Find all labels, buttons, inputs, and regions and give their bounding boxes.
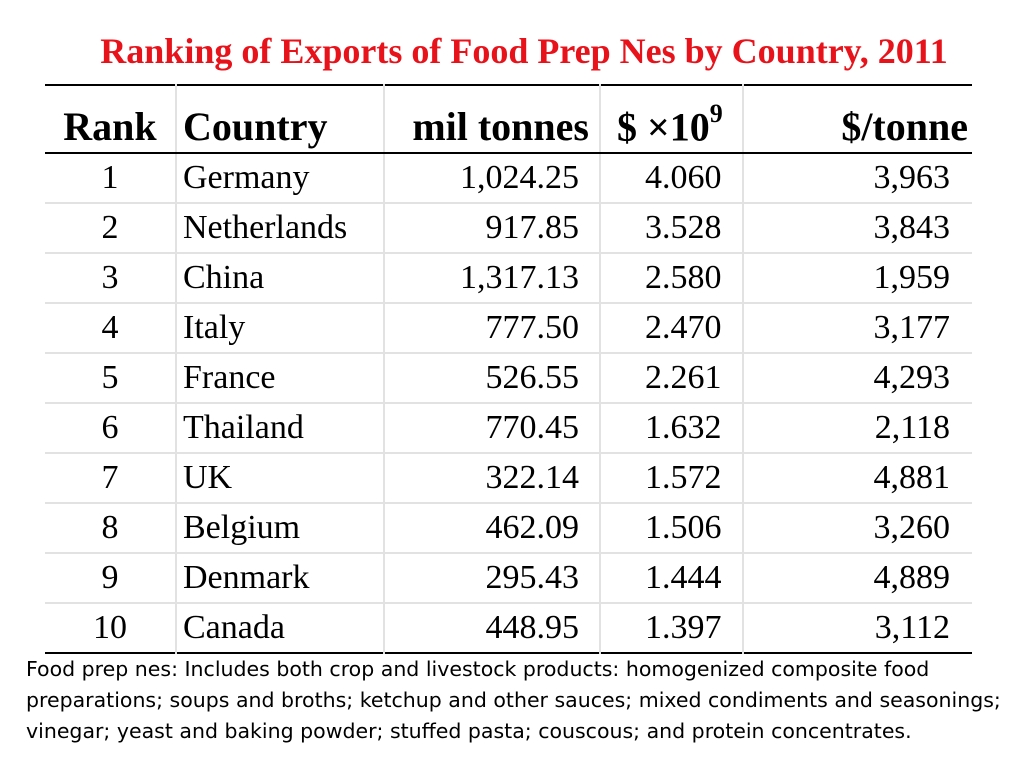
cell-rank: 5 (45, 352, 176, 403)
exports-ranking-table: Rank Country mil tonnes $ ×109 $/tonne 1… (45, 84, 972, 654)
cell-mil-tonnes: 770.45 (383, 402, 600, 453)
header-mil-tonnes: mil tonnes (383, 85, 600, 154)
cell-country: Italy (175, 302, 384, 353)
cell-country: Thailand (175, 402, 384, 453)
cell-rank: 10 (45, 602, 176, 653)
cell-mil-tonnes: 777.50 (383, 302, 600, 353)
cell-dollars-billions: 4.060 (599, 153, 743, 203)
header-dollars-per-tonne: $/tonne (742, 85, 972, 154)
cell-country: France (175, 352, 384, 403)
cell-mil-tonnes: 917.85 (383, 202, 600, 253)
cell-rank: 1 (101, 159, 119, 196)
cell-mil-tonnes: 462.09 (383, 502, 600, 553)
cell-dollars-per-tonne: 1,959 (742, 252, 972, 303)
cell-dollars-per-tonne: 4,889 (742, 552, 972, 603)
table-row: 1 Germany 1,024.25 4.060 3,963 (45, 153, 972, 203)
header-dollars-billions: $ ×109 (599, 85, 743, 154)
cell-country: Belgium (175, 502, 384, 553)
cell-rank: 8 (45, 502, 176, 553)
header-dollars-exponent: 9 (709, 98, 723, 128)
cell-dollars-per-tonne: 3,112 (742, 602, 972, 653)
table-row: 3 China 1,317.13 2.580 1,959 (45, 252, 972, 303)
cell-dollars-billions: 1.632 (599, 402, 743, 453)
cell-rank: 4 (45, 302, 176, 353)
cell-mil-tonnes: 448.95 (383, 602, 600, 653)
table-row: 10 Canada 448.95 1.397 3,112 (45, 602, 972, 653)
cell-mil-tonnes: 322.14 (383, 452, 600, 503)
table-row: 2 Netherlands 917.85 3.528 3,843 (45, 202, 972, 253)
cell-mil-tonnes: 295.43 (383, 552, 600, 603)
cell-mil-tonnes: 526.55 (383, 352, 600, 403)
cell-country: UK (175, 452, 384, 503)
cell-dollars-billions: 1.397 (599, 602, 743, 653)
cell-dollars-per-tonne: 3,843 (742, 202, 972, 253)
cell-rank: 3 (45, 252, 176, 303)
cell-rank: 6 (45, 402, 176, 453)
cell-rank: 7 (45, 452, 176, 503)
table-row: 7 UK 322.14 1.572 4,881 (45, 452, 972, 503)
page-title: Ranking of Exports of Food Prep Nes by C… (100, 31, 948, 71)
cell-dollars-billions: 2.261 (599, 352, 743, 403)
table-row: 4 Italy 777.50 2.470 3,177 (45, 302, 972, 353)
table-row: 6 Thailand 770.45 1.632 2,118 (45, 402, 972, 453)
cell-dollars-per-tonne: 3,177 (742, 302, 972, 353)
table-row: 5 France 526.55 2.261 4,293 (45, 352, 972, 403)
cell-dollars-billions: 1.572 (599, 452, 743, 503)
footnote: Food prep nes: Includes both crop and li… (26, 657, 1001, 743)
cell-dollars-per-tonne: 4,881 (742, 452, 972, 503)
cell-mil-tonnes: 1,317.13 (383, 252, 600, 303)
cell-dollars-billions: 3.528 (599, 202, 743, 253)
cell-dollars-billions: 1.444 (599, 552, 743, 603)
cell-dollars-per-tonne: 3,963 (742, 153, 972, 203)
cell-rank: 9 (45, 552, 176, 603)
cell-country: Netherlands (175, 202, 384, 253)
cell-dollars-per-tonne: 2,118 (742, 402, 972, 453)
cell-country: Germany (175, 153, 384, 203)
cell-mil-tonnes: 1,024.25 (383, 153, 600, 203)
cell-dollars-per-tonne: 4,293 (742, 352, 972, 403)
table-row: 8 Belgium 462.09 1.506 3,260 (45, 502, 972, 553)
table-row: 9 Denmark 295.43 1.444 4,889 (45, 552, 972, 603)
cell-dollars-billions: 1.506 (599, 502, 743, 553)
table-header-row: Rank Country mil tonnes $ ×109 $/tonne (45, 85, 972, 154)
cell-dollars-per-tonne: 3,260 (742, 502, 972, 553)
cell-country: China (175, 252, 384, 303)
cell-rank: 2 (45, 202, 176, 253)
header-rank: Rank (45, 85, 176, 154)
cell-dollars-billions: 2.470 (599, 302, 743, 353)
cell-country: Denmark (175, 552, 384, 603)
cell-country: Canada (175, 602, 384, 653)
cell-dollars-billions: 2.580 (599, 252, 743, 303)
header-dollars-base: $ ×10 (617, 104, 710, 149)
header-country: Country (175, 85, 384, 154)
